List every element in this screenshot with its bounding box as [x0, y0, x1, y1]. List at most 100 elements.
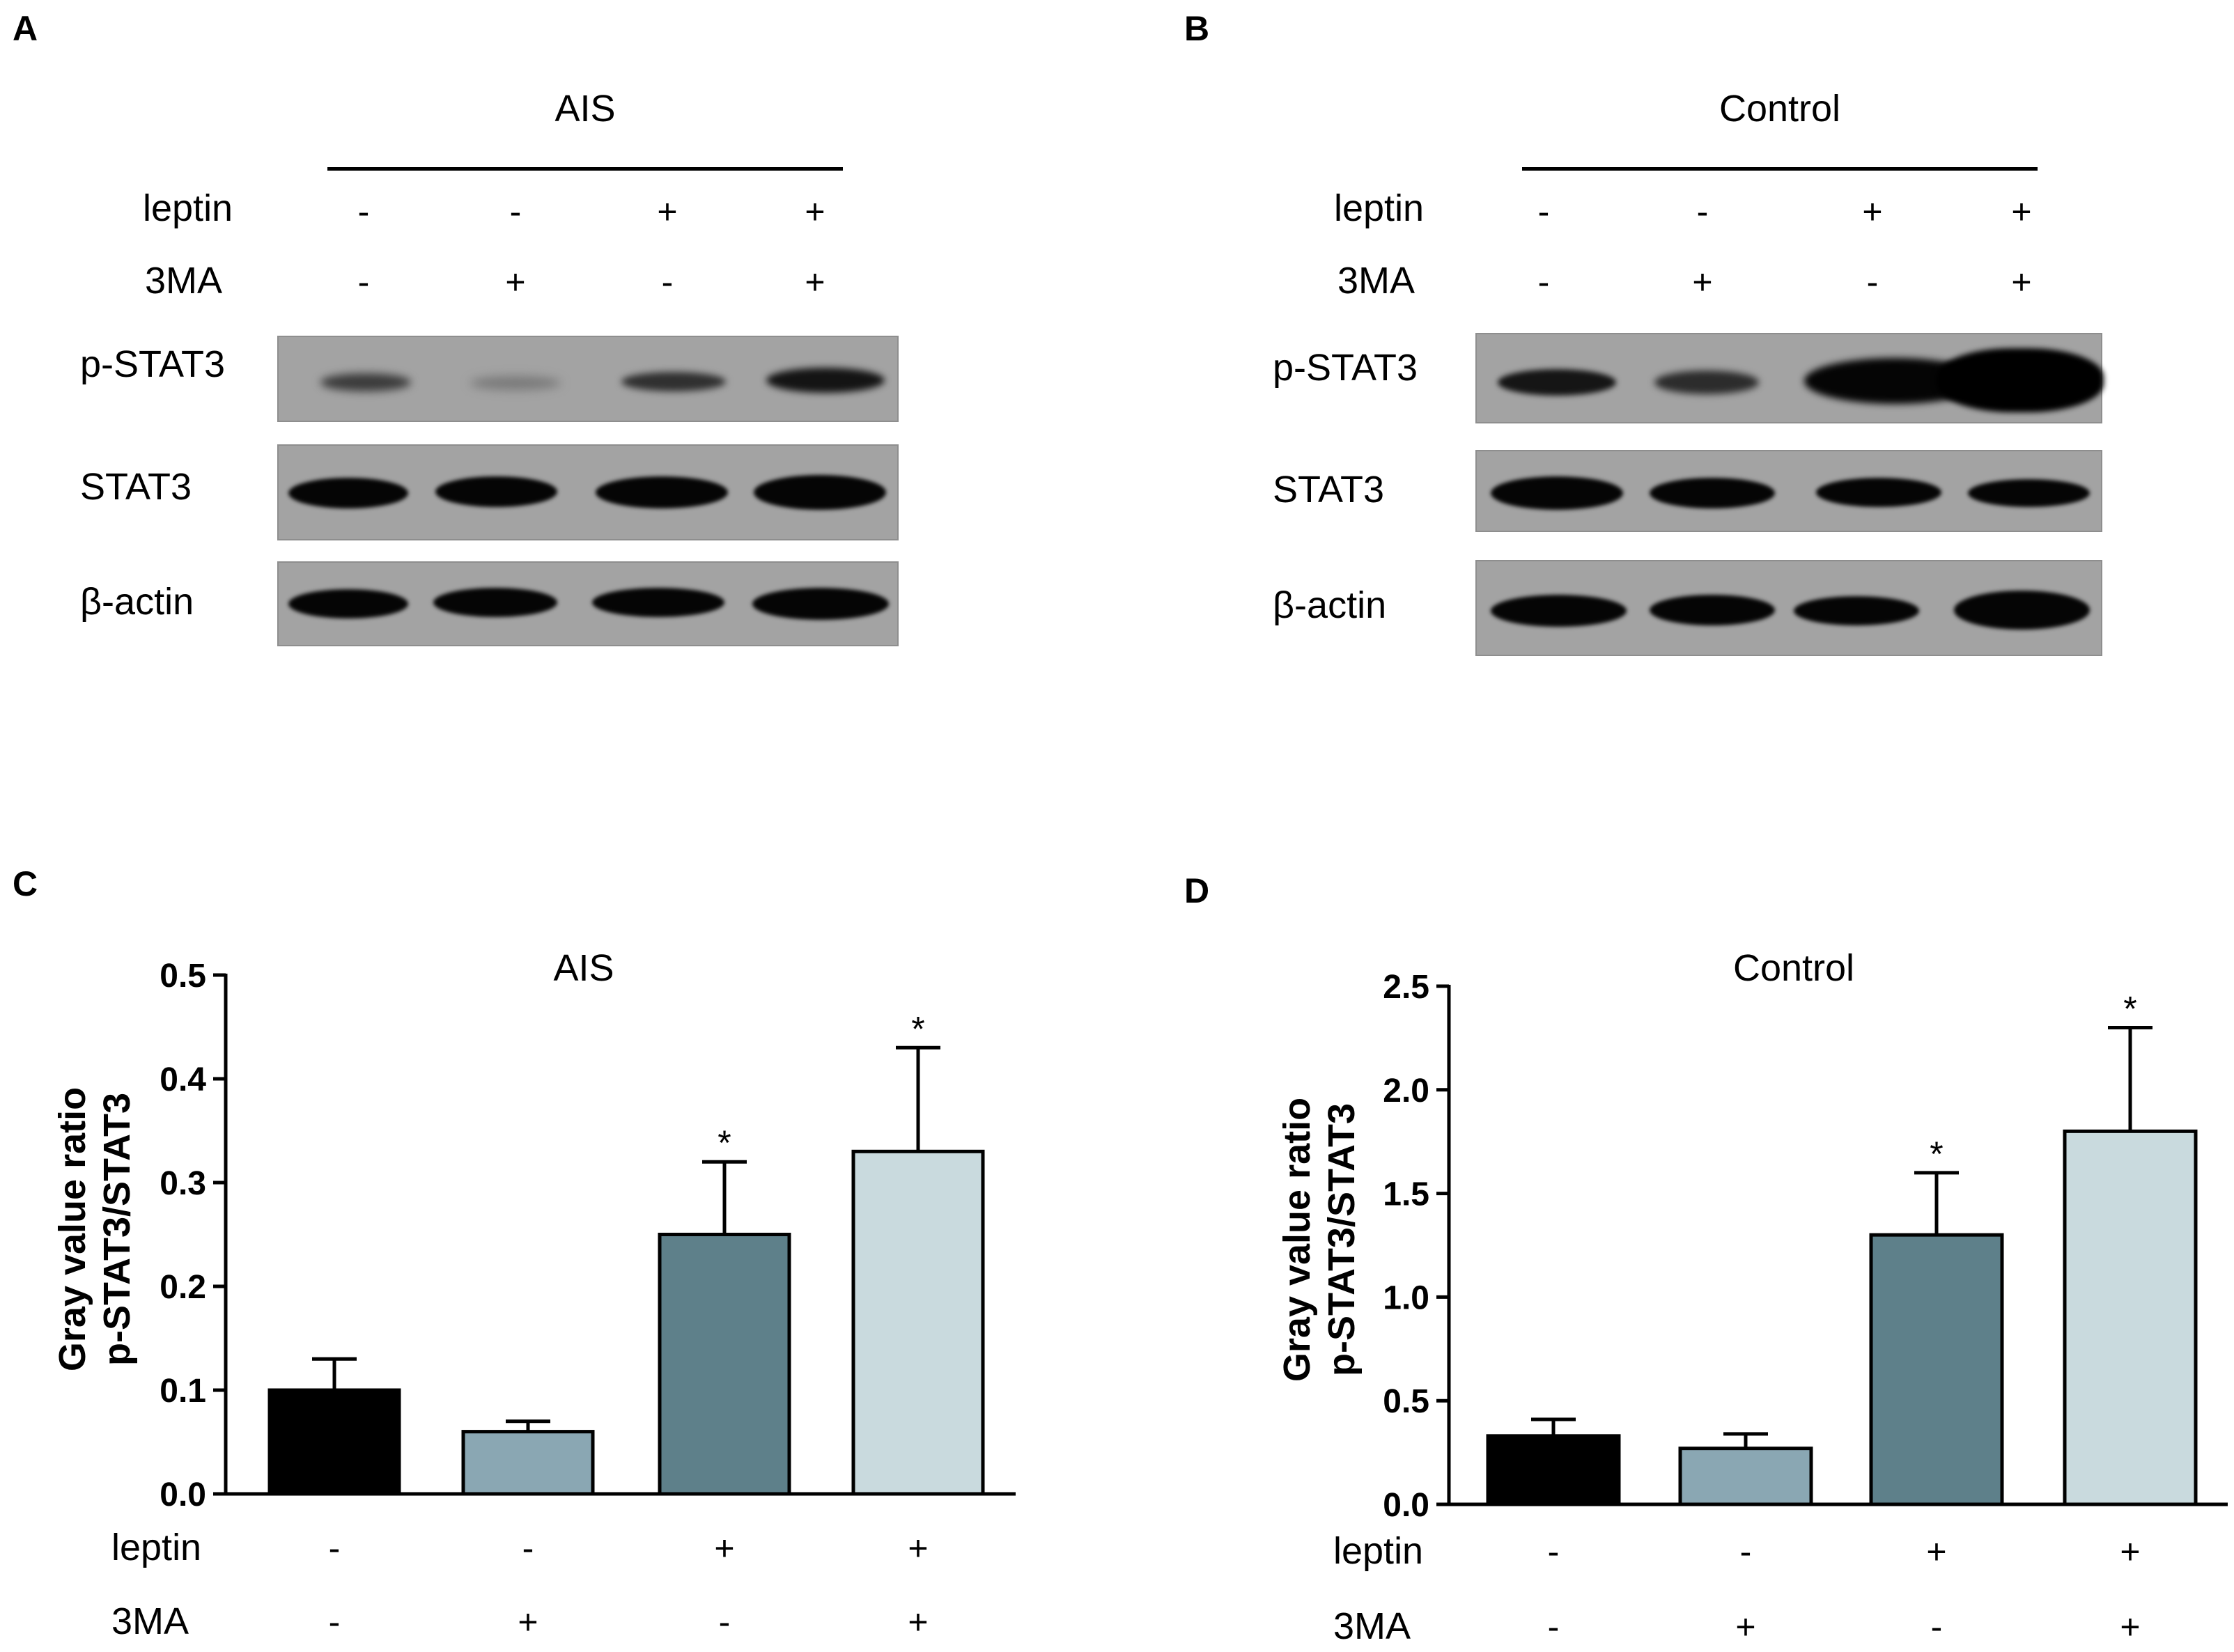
panel-d-y-tick-label: 0.5	[1383, 1383, 1429, 1420]
panel-d-bar-chart: Control Gray value ratio p-STAT3/STAT3 0.0 0…	[1276, 947, 2228, 1647]
panel-c-x-row-sign: +	[714, 1529, 734, 1568]
blot-band	[621, 372, 726, 391]
panel-c-x-row-label: leptin	[111, 1527, 201, 1568]
blot-band	[766, 368, 885, 393]
panel-c-y-axis-label: Gray value ratio	[52, 1087, 93, 1371]
panel-c-bar	[851, 1149, 985, 1496]
panel-d-y-axis-label: p-STAT3/STAT3	[1321, 1103, 1363, 1376]
panel-b-leptin-sign: -	[1696, 192, 1709, 231]
panel-a-actin-label: β-actin	[80, 581, 194, 623]
panel-c-x-row-sign: +	[518, 1603, 538, 1642]
panel-d-x-row-label: 3MA	[1333, 1605, 1411, 1647]
panel-d-x-row-label: leptin	[1333, 1530, 1423, 1572]
panel-d-bar	[1486, 1434, 1621, 1506]
panel-c-bar-chart: AIS Gray value ratio p-STAT3/STAT3 0.0 0.1 0.…	[52, 947, 1016, 1642]
panel-c-y-axis-label: p-STAT3/STAT3	[96, 1093, 138, 1366]
blot-band	[1650, 595, 1775, 625]
panel-d-y-tick-label: 2.0	[1383, 1073, 1429, 1109]
panel-a-3ma-sign: -	[661, 263, 674, 302]
panel-c-y-tick-label: 0.2	[160, 1269, 206, 1306]
panel-c-x-row-label: 3MA	[111, 1600, 189, 1642]
panel-letter-b: B	[1184, 9, 1210, 48]
panel-c-bar	[267, 1388, 401, 1496]
panel-d-x-row-sign: +	[1735, 1607, 1755, 1646]
panel-d-chart-title: Control	[1733, 947, 1854, 989]
panel-c-significance-star: *	[717, 1123, 731, 1162]
blot-band	[1968, 479, 2090, 507]
panel-c-significance-star: *	[911, 1009, 924, 1048]
panel-c-bar	[461, 1430, 595, 1496]
panel-d-significance-star: *	[2123, 990, 2136, 1029]
panel-d-x-row-sign: +	[2120, 1532, 2140, 1571]
blot-band	[1491, 595, 1627, 627]
panel-a-stat3-label: STAT3	[80, 466, 192, 508]
blot-band	[470, 376, 561, 390]
panel-letter-c: C	[13, 864, 38, 903]
panel-b-leptin-label: leptin	[1334, 187, 1425, 229]
panel-a-actin-blot	[277, 561, 899, 646]
panel-a-leptin-label: leptin	[143, 187, 233, 229]
panel-b-3ma-sign: -	[1866, 263, 1879, 302]
panel-b-leptin-sign: -	[1537, 192, 1550, 231]
panel-a-title: AIS	[554, 88, 616, 130]
blot-band	[1794, 596, 1919, 625]
panel-a-leptin-sign: +	[657, 192, 678, 231]
panel-d-x-row-sign: +	[1926, 1532, 1946, 1571]
panel-c-y-tick-label: 0.4	[160, 1061, 206, 1098]
panel-a-pstat3-label: p-STAT3	[80, 343, 226, 385]
blot-band	[592, 588, 724, 617]
panel-a-3ma-sign: -	[357, 263, 370, 302]
panel-a-leptin-sign: -	[509, 192, 522, 231]
panel-c-y-tick-label: 0.5	[160, 958, 206, 995]
blot-band	[435, 476, 557, 507]
panel-d-y-tick-label: 2.5	[1383, 969, 1429, 1006]
blot-band	[1816, 478, 1941, 507]
panel-letter-d: D	[1184, 871, 1210, 910]
panel-b-3ma-sign: +	[1692, 263, 1713, 302]
panel-d-y-tick-label: 0.0	[1383, 1487, 1429, 1524]
blot-band	[754, 475, 886, 510]
panel-a-leptin-sign: +	[805, 192, 825, 231]
panel-a-pstat3-blot	[277, 336, 899, 422]
panel-b-group-line	[1522, 167, 2038, 171]
panel-d-x-row-sign: +	[2120, 1607, 2140, 1646]
panel-b-3ma-sign: -	[1537, 263, 1550, 302]
panel-b-actin-blot	[1475, 560, 2102, 656]
panel-a-3ma-sign: +	[805, 263, 825, 302]
panel-d-bar	[2063, 1129, 2198, 1506]
blot-band	[1654, 371, 1759, 394]
panel-b-leptin-sign: +	[1862, 192, 1883, 231]
panel-b-title: Control	[1719, 88, 1841, 130]
panel-c-y-tick-label: 0.0	[160, 1476, 206, 1513]
panel-d-y-tick-label: 1.5	[1383, 1176, 1429, 1213]
panel-c-chart-title: AIS	[553, 947, 614, 989]
panel-d-x-row-sign: -	[1740, 1532, 1752, 1571]
panel-b-pstat3-label: p-STAT3	[1273, 347, 1418, 389]
panel-d-x-row-sign: -	[1548, 1607, 1560, 1646]
panel-d-x-row-sign: -	[1931, 1607, 1943, 1646]
blot-band	[288, 589, 408, 618]
blot-band	[320, 373, 411, 391]
blot-band	[288, 478, 408, 508]
panel-c-x-row-sign: +	[908, 1529, 928, 1568]
blot-band	[1491, 476, 1623, 510]
panel-a-group-line	[327, 167, 843, 171]
panel-b-stat3-blot	[1475, 450, 2102, 532]
panel-c-y-tick-label: 0.3	[160, 1165, 206, 1202]
panel-d-x-row-sign: -	[1548, 1532, 1560, 1571]
panel-c-x-row-sign: -	[329, 1529, 341, 1568]
blot-band	[433, 588, 557, 617]
blot-band	[1650, 478, 1775, 508]
panel-a-stat3-blot	[277, 444, 899, 540]
panel-d-bar	[1869, 1233, 2004, 1506]
panel-c-x-row-sign: -	[719, 1603, 731, 1642]
panel-c-x-row-sign: -	[522, 1529, 534, 1568]
panel-c-x-row-sign: +	[908, 1603, 928, 1642]
blot-band	[1937, 348, 2104, 412]
panel-a-leptin-sign: -	[357, 192, 370, 231]
blot-band	[1954, 591, 2090, 630]
blot-band	[596, 476, 728, 508]
panel-d-y-tick-label: 1.0	[1383, 1279, 1429, 1316]
panel-a-3ma-label: 3MA	[145, 260, 223, 302]
panel-b-actin-label: β-actin	[1273, 584, 1387, 626]
